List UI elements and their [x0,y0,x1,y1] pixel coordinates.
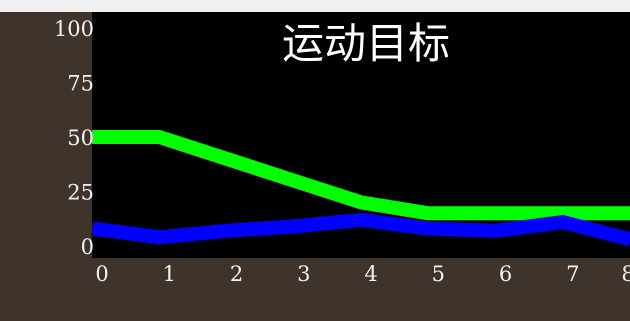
y-axis-ticks: 100 75 50 25 0 [54,17,94,259]
series-2-point-7 [562,221,564,223]
series-1-point-1 [158,136,160,138]
x-axis-ticks: 0 1 2 3 4 5 6 7 8 [95,262,630,286]
series-1-point-3 [293,180,295,182]
y-tick-label: 75 [67,72,94,96]
x-tick-label: 8 [621,262,630,286]
x-tick-label: 4 [364,262,377,286]
x-tick-label: 3 [297,262,310,286]
x-tick-label: 2 [230,262,243,286]
series-1-point-5 [427,212,429,214]
series-layer [91,130,630,247]
y-tick-label: 50 [67,126,94,150]
y-tick-label: 100 [54,17,94,41]
x-tick-label: 5 [432,262,445,286]
series-1-point-4 [360,201,362,203]
series-2-point-2 [226,230,227,232]
x-tick-label: 6 [499,262,512,286]
series-2-point-3 [293,225,295,227]
series-2-point-4 [360,219,362,221]
chart-title: 运动目标 [282,19,450,68]
series-2-point-6 [495,230,496,232]
series-2-point-0 [91,228,93,230]
series-1-point-0 [91,136,93,138]
x-tick-label: 1 [163,262,176,286]
y-tick-label: 25 [67,181,94,205]
x-tick-label: 7 [566,262,579,286]
window-top-strip [0,0,630,12]
x-tick-label: 0 [95,262,108,286]
series-1-point-7 [562,212,564,214]
series-1-point-6 [495,212,496,214]
series-2-point-5 [427,228,429,230]
series-1-point-2 [226,158,227,160]
series-2-point-1 [158,236,160,238]
y-tick-label: 0 [81,235,94,259]
